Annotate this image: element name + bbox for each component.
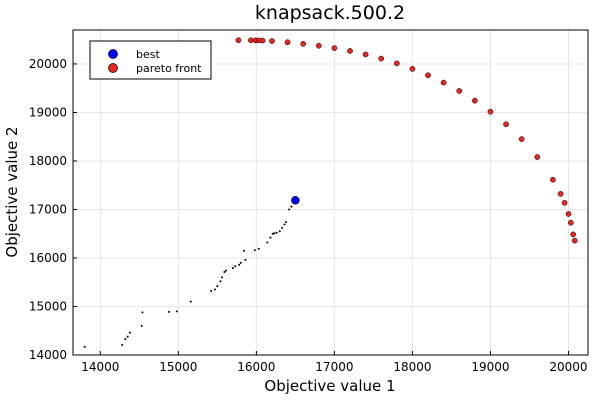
- y-axis-label: Objective value 2: [3, 126, 21, 257]
- y-tick-label: 15000: [29, 299, 67, 313]
- data-point-dot: [210, 289, 213, 292]
- data-point-dot: [266, 241, 269, 244]
- x-axis-label: Objective value 1: [264, 377, 395, 395]
- data-point-pareto-front: [518, 136, 525, 142]
- data-point-pareto-front: [425, 72, 431, 79]
- data-point-pareto-front: [440, 79, 447, 86]
- data-point-pareto-front: [550, 176, 556, 183]
- x-tick-label: 15000: [159, 360, 197, 374]
- data-point-dot: [278, 230, 281, 233]
- chart-title: knapsack.500.2: [255, 2, 405, 24]
- data-point-pareto-front: [248, 37, 254, 44]
- data-point-dot: [244, 258, 247, 261]
- data-points: [83, 37, 578, 348]
- data-point-pareto-front: [300, 41, 307, 47]
- data-point-dot: [273, 232, 276, 235]
- y-tick-label: 16000: [29, 251, 67, 265]
- data-point-dot: [140, 324, 143, 327]
- y-tick-label: 18000: [29, 154, 67, 168]
- x-tick-label: 19000: [471, 360, 509, 374]
- data-point-dot: [224, 269, 227, 272]
- data-point-pareto-front: [269, 38, 275, 44]
- data-point-dot: [167, 310, 170, 313]
- legend: best pareto front: [89, 40, 212, 80]
- data-point-dot: [221, 276, 224, 279]
- data-point-dot: [216, 285, 219, 288]
- y-tick-label: 19000: [29, 105, 67, 119]
- data-point-dot: [214, 288, 217, 291]
- axis-ticks: 14000 15000 16000 17000 18000 19000 20000 14000…: [29, 57, 588, 374]
- x-tick-label: 14000: [81, 360, 119, 374]
- data-point-dot: [219, 280, 222, 283]
- legend-box: [89, 40, 212, 80]
- data-point-pareto-front: [362, 51, 369, 58]
- x-tick-label: 17000: [315, 360, 353, 374]
- data-point-pareto-front: [570, 231, 577, 238]
- data-point-pareto-front: [571, 237, 578, 244]
- data-point-pareto-front: [315, 42, 322, 49]
- data-point-pareto-front: [534, 154, 541, 160]
- data-point-pareto-front: [487, 108, 494, 115]
- data-point-pareto-front: [393, 60, 400, 67]
- data-point-dot: [290, 205, 293, 208]
- data-point-dot: [253, 249, 256, 252]
- data-point-pareto-front: [472, 97, 478, 104]
- y-tick-label: 17000: [29, 202, 67, 216]
- data-point-dot: [239, 261, 242, 264]
- data-point-dot: [234, 265, 237, 268]
- data-point-dot: [231, 267, 234, 270]
- data-point-dot: [242, 249, 245, 252]
- data-point-dot: [141, 311, 144, 314]
- data-point-dot: [281, 226, 284, 229]
- data-point-pareto-front: [503, 121, 509, 128]
- data-point-pareto-front: [557, 191, 564, 197]
- legend-label-pareto-front: pareto front: [136, 62, 202, 75]
- legend-marker-pareto-front: [108, 63, 118, 73]
- data-point-dot: [283, 223, 286, 226]
- data-point-best: [291, 196, 300, 205]
- data-point-dot: [275, 231, 278, 234]
- data-point-pareto-front: [409, 66, 416, 72]
- data-point-dot: [271, 232, 274, 235]
- data-point-dot: [175, 310, 178, 313]
- data-point-dot: [223, 271, 226, 274]
- data-point-dot: [189, 300, 192, 303]
- data-point-dot: [238, 263, 241, 266]
- data-point-dot: [257, 247, 260, 250]
- y-tick-label: 14000: [29, 348, 67, 362]
- data-point-dot: [285, 221, 288, 224]
- data-point-dot: [288, 208, 291, 211]
- data-point-dot: [126, 335, 129, 338]
- data-point-pareto-front: [331, 45, 338, 51]
- data-point-dot: [83, 345, 86, 348]
- data-point-dot: [269, 236, 272, 239]
- data-point-dot: [121, 343, 124, 346]
- legend-marker-best: [108, 49, 118, 59]
- data-point-pareto-front: [235, 37, 242, 44]
- x-tick-label: 20000: [549, 360, 587, 374]
- data-point-dot: [124, 337, 127, 340]
- data-point-pareto-front: [259, 37, 266, 44]
- data-point-pareto-front: [565, 211, 572, 217]
- data-point-pareto-front: [561, 199, 568, 206]
- data-point-pareto-front: [378, 55, 385, 62]
- data-point-pareto-front: [567, 219, 574, 226]
- data-point-pareto-front: [284, 39, 291, 46]
- y-tick-label: 20000: [29, 57, 67, 71]
- x-tick-label: 18000: [393, 360, 431, 374]
- plot-area-frame: [72, 29, 589, 356]
- data-point-pareto-front: [347, 48, 353, 54]
- data-point-pareto-front: [456, 88, 463, 94]
- x-tick-label: 16000: [237, 360, 275, 374]
- data-point-dot: [128, 331, 131, 334]
- legend-label-best: best: [136, 48, 160, 61]
